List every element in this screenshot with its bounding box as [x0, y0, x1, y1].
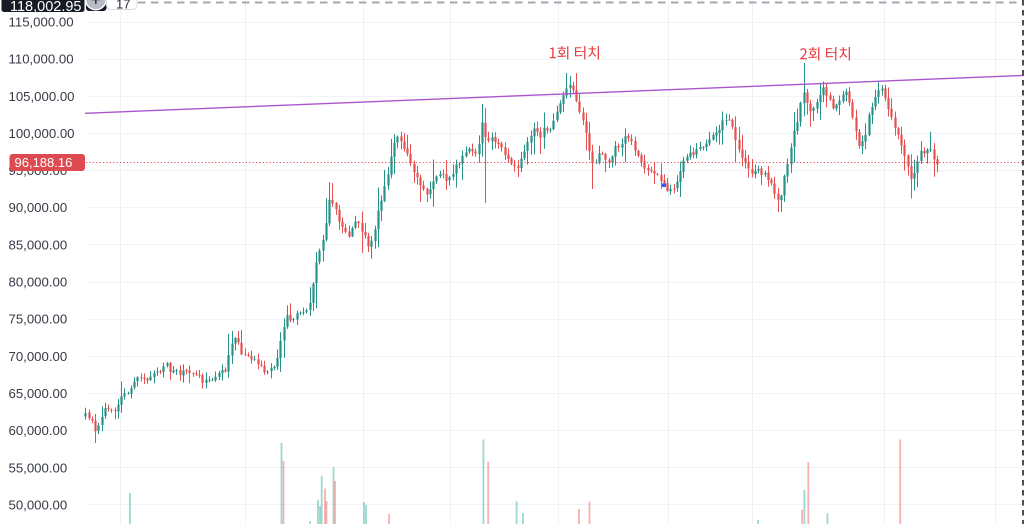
svg-text:85,000.00: 85,000.00	[9, 237, 68, 252]
svg-text:65,000.00: 65,000.00	[9, 386, 68, 401]
svg-text:50,000.00: 50,000.00	[9, 497, 68, 512]
svg-text:70,000.00: 70,000.00	[9, 349, 68, 364]
svg-text:17: 17	[116, 0, 130, 12]
svg-text:90,000.00: 90,000.00	[9, 200, 68, 215]
svg-text:115,000.00: 115,000.00	[9, 15, 74, 30]
svg-text:75,000.00: 75,000.00	[9, 312, 68, 327]
svg-text:110,000.00: 110,000.00	[9, 52, 74, 67]
svg-text:96,188.16: 96,188.16	[15, 155, 73, 170]
svg-text:118,002.95: 118,002.95	[10, 0, 82, 15]
svg-text:100,000.00: 100,000.00	[9, 126, 75, 141]
svg-text:60,000.00: 60,000.00	[9, 423, 68, 438]
svg-text:105,000.00: 105,000.00	[9, 89, 75, 104]
svg-text:55,000.00: 55,000.00	[9, 460, 68, 475]
svg-text:80,000.00: 80,000.00	[9, 275, 68, 290]
